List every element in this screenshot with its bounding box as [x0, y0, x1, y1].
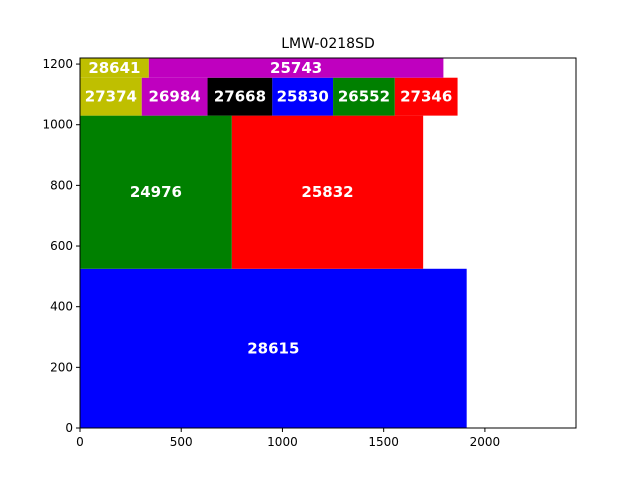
treemap-label-26552: 26552	[338, 88, 390, 106]
treemap-rect-25832	[231, 115, 424, 269]
treemap-rect-26552	[333, 77, 395, 116]
treemap-rect-24976	[80, 115, 232, 269]
treemap-rect-25743	[148, 58, 444, 78]
plot-area: 28615 24976 25832 27374 26984 27668 25830 26552…	[80, 58, 467, 428]
treemap-label-25830: 25830	[277, 88, 329, 106]
treemap-rect-27374	[80, 77, 142, 116]
treemap-label-27668: 27668	[214, 88, 266, 106]
treemap-label-25743: 25743	[270, 59, 322, 77]
plot-frame	[79, 57, 577, 429]
treemap-label-27374: 27374	[85, 88, 137, 106]
x-tick-label: 1000	[267, 435, 298, 449]
treemap-label-28641: 28641	[88, 59, 140, 77]
x-axis: 0 500 1000 1500 2000	[76, 428, 500, 449]
treemap-rect-27668	[207, 77, 273, 116]
treemap-rect-28615	[80, 268, 467, 428]
treemap-label-28615: 28615	[247, 339, 299, 357]
x-tick-label: 500	[170, 435, 193, 449]
x-tick-label: 2000	[470, 435, 501, 449]
y-tick-label: 600	[50, 239, 73, 253]
y-tick-label: 1000	[42, 118, 73, 132]
chart-title: LMW-0218SD	[281, 36, 375, 52]
treemap-rect-28641	[80, 58, 149, 78]
treemap-label-27346: 27346	[400, 88, 452, 106]
treemap-label-24976: 24976	[130, 183, 182, 201]
x-tick-label: 0	[76, 435, 84, 449]
treemap-label-25832: 25832	[301, 183, 353, 201]
y-tick-label: 0	[65, 421, 73, 435]
y-axis: 0 200 400 600 800 1000 1200	[42, 57, 80, 435]
y-tick-label: 800	[50, 178, 73, 192]
treemap-rect-27346	[394, 77, 458, 116]
y-tick-label: 400	[50, 300, 73, 314]
treemap-rect-25830	[272, 77, 334, 116]
treemap-label-26984: 26984	[149, 88, 201, 106]
x-tick-label: 1500	[368, 435, 399, 449]
y-tick-label: 1200	[42, 57, 73, 71]
y-tick-label: 200	[50, 360, 73, 374]
treemap-rect-26984	[141, 77, 208, 116]
